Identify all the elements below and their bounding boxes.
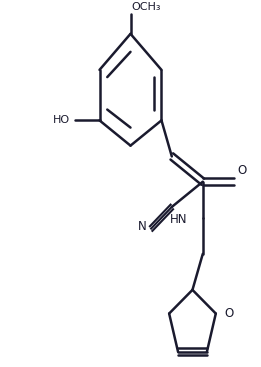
Text: N: N <box>138 220 146 233</box>
Text: OCH₃: OCH₃ <box>132 2 161 12</box>
Text: HO: HO <box>53 115 70 126</box>
Text: HN: HN <box>170 213 187 226</box>
Text: O: O <box>225 307 234 320</box>
Text: O: O <box>238 164 247 177</box>
